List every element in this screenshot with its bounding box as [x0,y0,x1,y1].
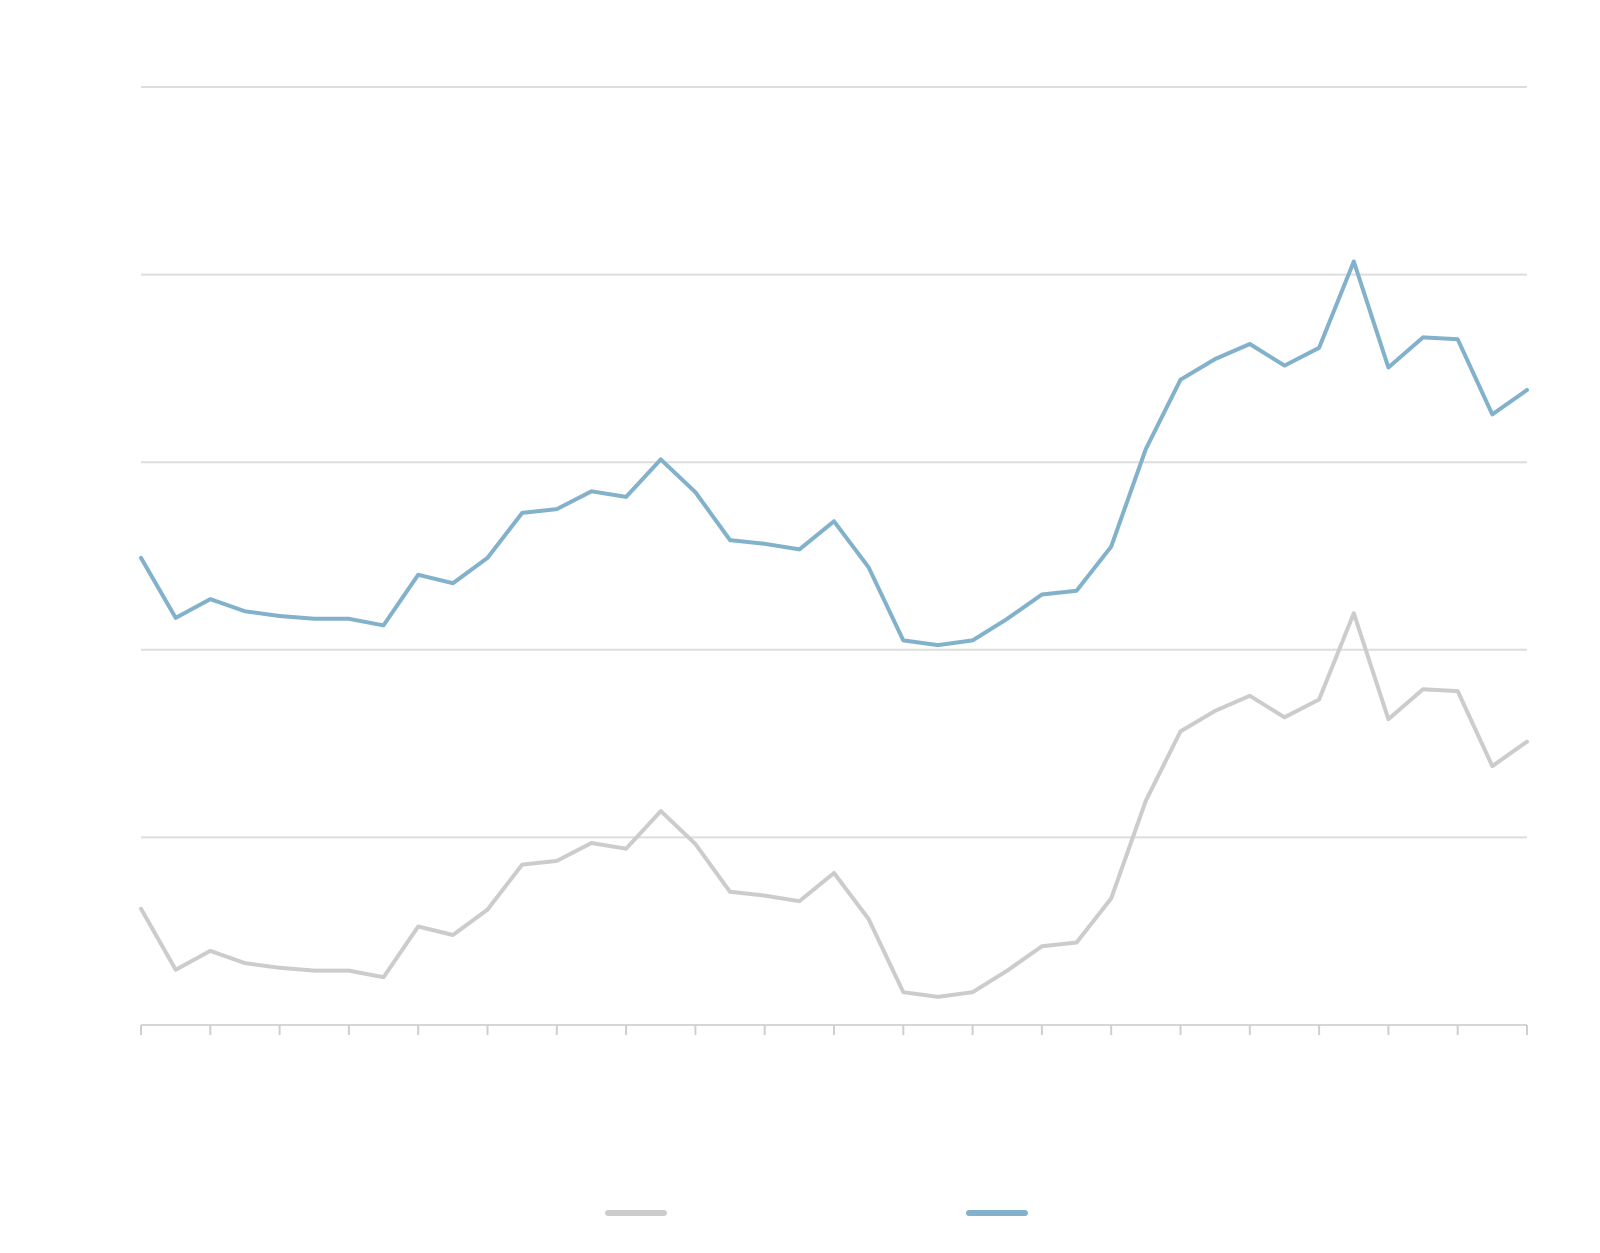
series-line-1 [139,611,1529,999]
gridlines [141,86,1527,839]
x-axis [140,1024,1528,1035]
series-line-2 [139,259,1529,648]
series-lines [139,259,1529,999]
